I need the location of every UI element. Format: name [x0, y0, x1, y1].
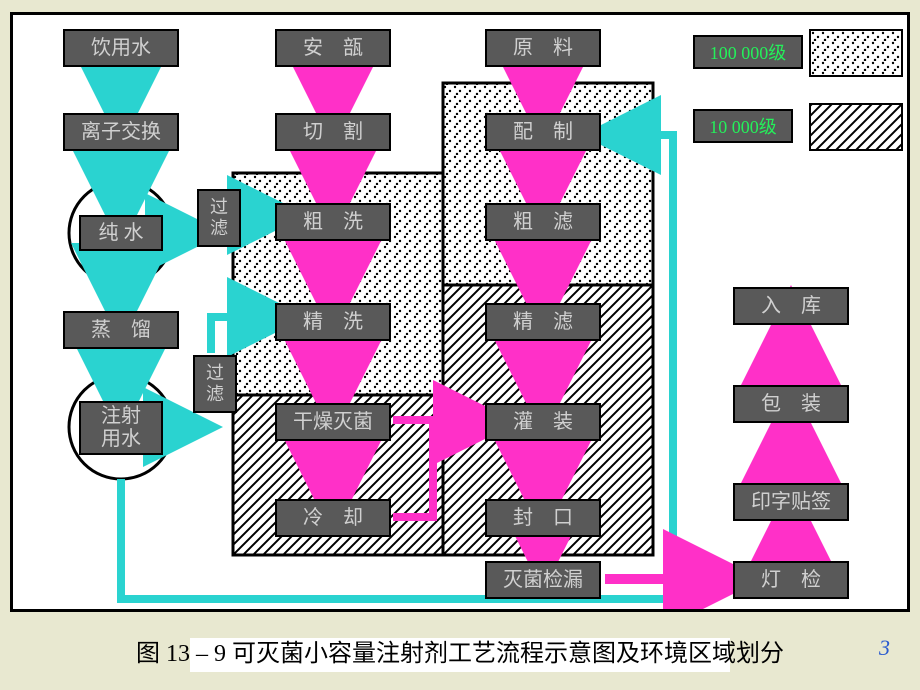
legend-100k: 100 000级: [693, 35, 803, 69]
node-drinking-water: 饮用水: [63, 29, 179, 67]
node-cut: 切 割: [275, 113, 391, 151]
node-dry-steril: 干燥灭菌: [275, 403, 391, 441]
node-prepare: 配 制: [485, 113, 601, 151]
node-filter2: 过 滤: [193, 355, 237, 413]
caption-bar: 图 13 – 9 可灭菌小容量注射剂工艺流程示意图及环境区域划分: [10, 618, 910, 678]
node-ampoule: 安 瓿: [275, 29, 391, 67]
node-distill: 蒸 馏: [63, 311, 179, 349]
legend-swatch-10k: [809, 103, 903, 151]
node-lamp-check: 灯 检: [733, 561, 849, 599]
node-fine-wash: 精 洗: [275, 303, 391, 341]
node-coarse-filter: 粗 滤: [485, 203, 601, 241]
figure-caption: 图 13 – 9 可灭菌小容量注射剂工艺流程示意图及环境区域划分: [10, 633, 910, 668]
node-print-label: 印字贴签: [733, 483, 849, 521]
node-storage: 入 库: [733, 287, 849, 325]
node-pack: 包 装: [733, 385, 849, 423]
node-fill: 灌 装: [485, 403, 601, 441]
legend-10k: 10 000级: [693, 109, 793, 143]
page-number: 3: [879, 635, 890, 661]
node-coarse-wash: 粗 洗: [275, 203, 391, 241]
node-filter1: 过 滤: [197, 189, 241, 247]
node-raw: 原 料: [485, 29, 601, 67]
legend-swatch-100k: [809, 29, 903, 77]
node-pure-water: 纯 水: [79, 215, 163, 251]
node-fine-filter: 精 滤: [485, 303, 601, 341]
node-cool: 冷 却: [275, 499, 391, 537]
node-inject-water: 注射 用水: [79, 401, 163, 455]
diagram-frame: 100 000级 10 000级 饮用水 离子交换 纯 水 蒸 馏 注射 用水 …: [10, 12, 910, 612]
node-seal: 封 口: [485, 499, 601, 537]
node-steril-leak: 灭菌检漏: [485, 561, 601, 599]
node-ion-exchange: 离子交换: [63, 113, 179, 151]
